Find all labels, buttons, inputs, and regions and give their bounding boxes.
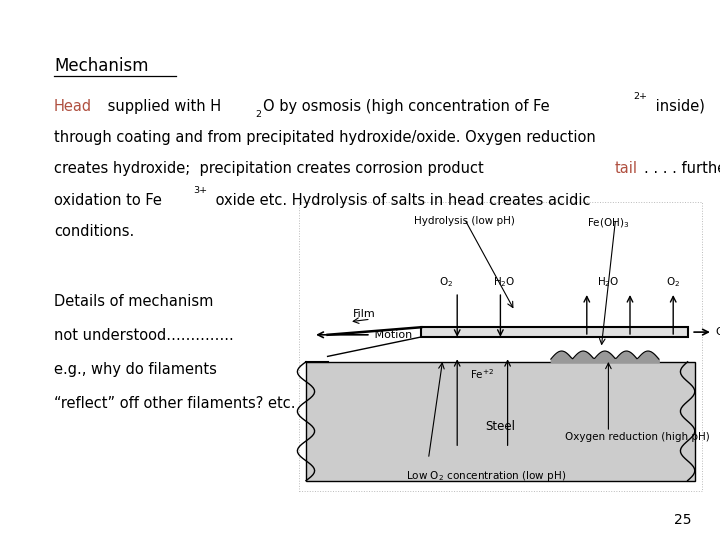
- Text: tail: tail: [614, 161, 637, 177]
- Text: O$_2$: O$_2$: [439, 275, 454, 289]
- Text: H$_2$O: H$_2$O: [597, 275, 620, 289]
- Text: 3+: 3+: [193, 186, 207, 195]
- Text: Low O$_2$ concentration (low pH): Low O$_2$ concentration (low pH): [406, 469, 566, 483]
- Text: Fe(OH)$_3$: Fe(OH)$_3$: [587, 216, 629, 229]
- Text: Motion: Motion: [371, 330, 412, 340]
- Text: oxide etc. Hydrolysis of salts in head creates acidic: oxide etc. Hydrolysis of salts in head c…: [212, 193, 591, 208]
- Text: Film: Film: [353, 309, 376, 319]
- Text: Mechanism: Mechanism: [54, 57, 148, 75]
- Bar: [299, 202, 702, 491]
- Text: 2: 2: [256, 110, 261, 119]
- Text: 25: 25: [674, 512, 691, 526]
- Text: O$_2$: O$_2$: [666, 275, 680, 289]
- Text: creates hydroxide;  precipitation creates corrosion product: creates hydroxide; precipitation creates…: [54, 161, 488, 177]
- Text: conditions.: conditions.: [54, 224, 134, 239]
- Text: . . . . further: . . . . further: [644, 161, 720, 177]
- Text: Steel: Steel: [485, 420, 516, 433]
- Text: Head: Head: [54, 99, 92, 114]
- Text: Details of mechanism: Details of mechanism: [54, 294, 213, 309]
- Text: inside): inside): [652, 99, 705, 114]
- Text: e.g., why do filaments: e.g., why do filaments: [54, 362, 217, 377]
- Text: not understood…………..: not understood…………..: [54, 328, 234, 343]
- Bar: [306, 362, 695, 481]
- Text: Hydrolysis (low pH): Hydrolysis (low pH): [414, 216, 515, 226]
- Text: 2+: 2+: [633, 92, 647, 101]
- Text: supplied with H: supplied with H: [103, 99, 221, 114]
- Text: through coating and from precipitated hydroxide/oxide. Oxygen reduction: through coating and from precipitated hy…: [54, 130, 595, 145]
- Text: Fe$^{+2}$: Fe$^{+2}$: [470, 367, 495, 381]
- Text: oxidation to Fe: oxidation to Fe: [54, 193, 162, 208]
- Text: O$_2$: O$_2$: [715, 325, 720, 339]
- Text: O by osmosis (high concentration of Fe: O by osmosis (high concentration of Fe: [264, 99, 550, 114]
- Text: Oxygen reduction (high pH): Oxygen reduction (high pH): [565, 432, 710, 442]
- Text: H$_2$O: H$_2$O: [492, 275, 516, 289]
- Bar: [421, 327, 688, 337]
- Text: “reflect” off other filaments? etc.: “reflect” off other filaments? etc.: [54, 396, 295, 411]
